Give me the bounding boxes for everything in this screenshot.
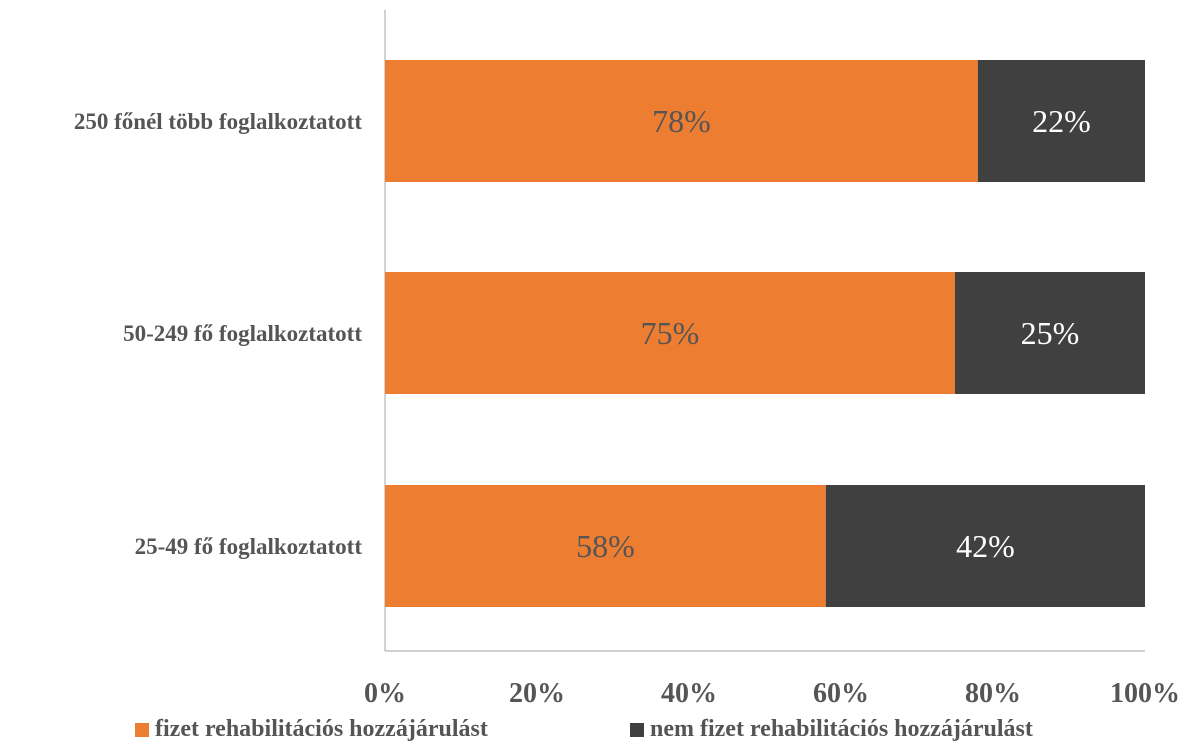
bar-not-pays-2 (825, 485, 1145, 607)
stacked-bar-chart: 78% 22% 75% 25% 58% 42% 250 főnél több foglal… (74, 10, 1180, 709)
x-tick-label: 20% (509, 678, 565, 709)
x-tick-label: 40% (661, 678, 717, 709)
x-tick-label: 80% (965, 678, 1021, 709)
data-label: 25% (1021, 315, 1080, 351)
category-label: 250 főnél több foglalkoztatott (74, 109, 362, 134)
data-label: 58% (576, 528, 635, 564)
legend: fizet rehabilitációs hozzájárulást nem f… (0, 716, 1185, 754)
legend-swatch-not-pays (630, 722, 644, 737)
data-label: 75% (641, 315, 700, 351)
bar-pays-2 (385, 485, 826, 607)
category-labels: 250 főnél több foglalkoztatott 50-249 fő … (74, 109, 362, 559)
bar-not-pays-0 (977, 60, 1145, 182)
bars: 78% 22% 75% 25% 58% 42% (385, 60, 1145, 607)
x-tick-labels: 0% 20% 40% 60% 80% 100% (364, 678, 1180, 709)
legend-label-not-pays: nem fizet rehabilitációs hozzájárulást (650, 716, 1033, 742)
bar-not-pays-1 (955, 272, 1145, 394)
legend-item-pays: fizet rehabilitációs hozzájárulást (135, 716, 488, 743)
category-label: 50-249 fő foglalkoztatott (123, 321, 362, 346)
data-label: 78% (652, 103, 711, 139)
x-tick-label: 0% (364, 678, 406, 709)
data-label: 22% (1032, 103, 1091, 139)
category-label: 25-49 fő foglalkoztatott (135, 534, 363, 559)
legend-swatch-pays (135, 722, 149, 737)
legend-item-not-pays: nem fizet rehabilitációs hozzájárulást (630, 716, 1033, 743)
x-tick-label: 100% (1110, 678, 1180, 709)
legend-label-pays: fizet rehabilitációs hozzájárulást (155, 716, 488, 742)
bar-pays-0 (385, 60, 978, 182)
data-label: 42% (956, 528, 1015, 564)
bar-pays-1 (385, 272, 955, 394)
x-tick-label: 60% (813, 678, 869, 709)
